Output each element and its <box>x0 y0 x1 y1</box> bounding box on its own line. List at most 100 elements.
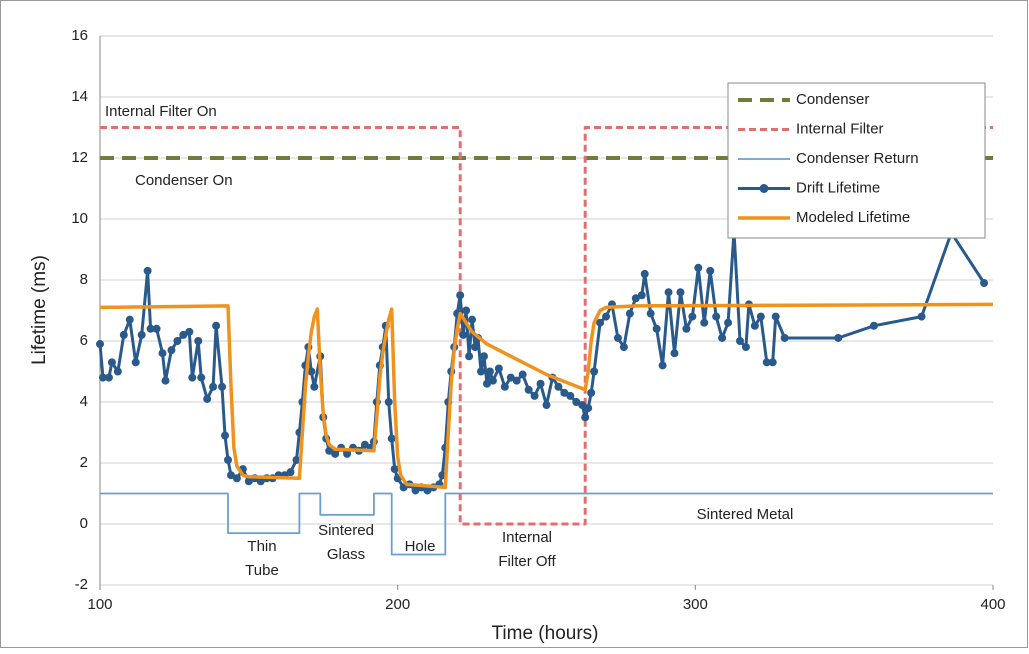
x-tick-label: 400 <box>980 596 1005 613</box>
y-tick-label: 12 <box>71 149 88 166</box>
legend-label: Condenser <box>796 91 869 108</box>
y-tick-label: -2 <box>75 576 88 593</box>
data-point <box>724 318 733 327</box>
data-point <box>670 349 679 358</box>
data-point <box>209 382 218 391</box>
data-point <box>485 367 494 376</box>
data-point <box>584 404 593 413</box>
data-point <box>587 388 596 397</box>
data-point <box>226 471 235 480</box>
data-point <box>694 263 703 272</box>
data-point <box>625 309 634 318</box>
legend-box <box>727 82 986 239</box>
series-line <box>100 492 993 556</box>
data-point <box>917 312 926 321</box>
y-axis-title: Lifetime (ms) <box>29 255 50 365</box>
y-tick-label: 10 <box>71 210 88 227</box>
legend-label: Drift Lifetime <box>796 179 880 196</box>
data-point <box>203 394 212 403</box>
legend-label: Modeled Lifetime <box>796 209 910 226</box>
data-point <box>218 382 227 391</box>
data-point <box>212 321 221 330</box>
data-point <box>158 349 167 358</box>
data-point <box>581 413 590 422</box>
data-point <box>518 370 527 379</box>
data-point <box>465 352 474 361</box>
data-point <box>96 340 104 349</box>
data-point <box>173 337 182 345</box>
y-tick-label: 8 <box>80 271 88 288</box>
data-point <box>107 358 116 367</box>
data-point <box>664 288 673 297</box>
data-point <box>640 269 649 278</box>
data-point <box>104 373 113 382</box>
data-point <box>980 279 989 288</box>
data-point <box>256 477 265 486</box>
y-tick-label: 0 <box>80 515 88 532</box>
data-point <box>468 315 477 324</box>
y-tick-label: 16 <box>71 27 88 44</box>
data-point <box>98 373 107 382</box>
data-point <box>343 449 352 458</box>
y-tick-label: 14 <box>71 88 88 105</box>
annotation: Sintered Metal <box>697 506 794 523</box>
data-point <box>637 291 646 300</box>
data-point <box>179 330 188 339</box>
series-line <box>100 126 993 526</box>
data-point <box>572 398 581 406</box>
y-tick-label: 2 <box>80 454 88 471</box>
x-tick-label: 200 <box>385 596 410 613</box>
data-point <box>512 376 521 385</box>
annotation: Filter Off <box>498 553 556 570</box>
data-point <box>590 367 599 376</box>
data-point <box>646 309 655 318</box>
data-point <box>325 446 334 455</box>
data-point <box>602 312 611 321</box>
data-point <box>613 333 622 342</box>
data-point <box>500 382 509 391</box>
data-point <box>197 373 206 382</box>
data-point <box>676 288 685 297</box>
data-point <box>113 367 122 376</box>
data-point <box>741 343 750 352</box>
data-point <box>152 324 161 333</box>
data-point <box>471 343 480 352</box>
data-point <box>423 486 432 495</box>
data-point <box>542 401 551 410</box>
data-point <box>167 346 176 355</box>
data-point <box>631 294 640 303</box>
data-point <box>307 367 316 376</box>
data-point <box>718 333 727 342</box>
data-point <box>488 376 497 385</box>
data-point <box>125 315 134 324</box>
data-point <box>479 352 488 361</box>
data-point <box>869 321 878 330</box>
x-tick-label: 300 <box>683 596 708 613</box>
data-point <box>131 358 140 367</box>
y-tick-label: 4 <box>80 393 88 410</box>
data-point <box>244 477 253 486</box>
data-point <box>688 312 697 321</box>
data-point <box>459 330 468 339</box>
y-tick-label: 6 <box>80 332 88 349</box>
data-point <box>566 391 575 400</box>
annotation: Glass <box>327 546 365 563</box>
data-point <box>768 358 777 367</box>
data-point <box>119 330 128 339</box>
data-point <box>390 465 399 474</box>
data-point <box>161 376 170 385</box>
data-point <box>456 291 465 300</box>
data-point <box>194 337 203 345</box>
series-line <box>99 302 994 490</box>
data-point <box>384 398 393 406</box>
data-point <box>232 474 241 483</box>
data-point <box>482 379 491 388</box>
data-point <box>477 367 486 376</box>
data-point <box>756 312 765 321</box>
data-point <box>619 343 628 352</box>
data-point <box>387 434 396 443</box>
data-point <box>652 324 661 333</box>
data-point <box>221 431 230 440</box>
data-point <box>658 361 667 370</box>
